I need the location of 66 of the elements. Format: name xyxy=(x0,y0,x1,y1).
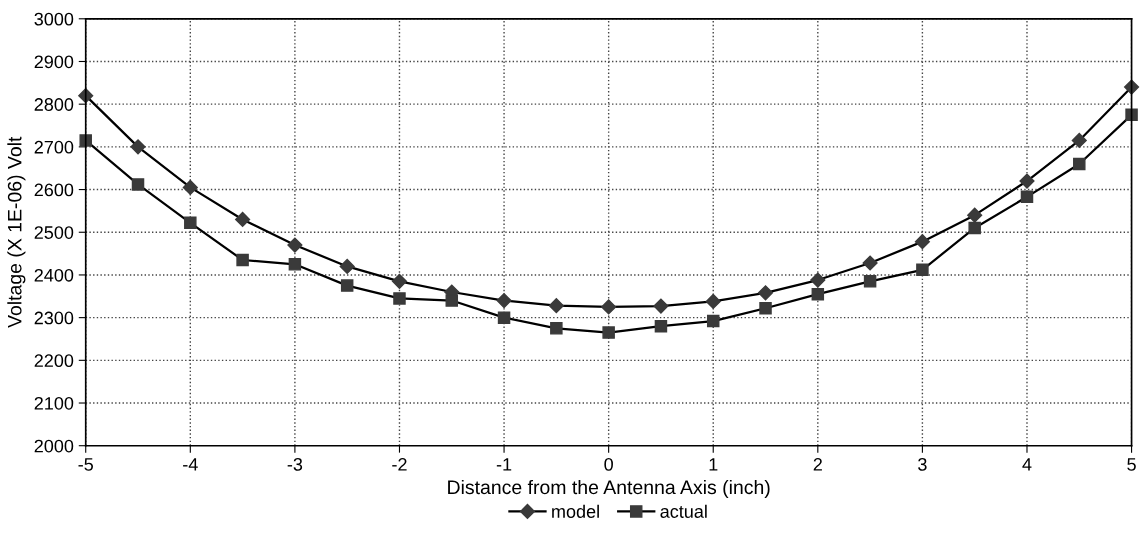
y-tick-label: 2300 xyxy=(34,311,74,325)
x-tick-label: 3 xyxy=(918,457,927,471)
point xyxy=(1020,190,1034,204)
point xyxy=(811,287,825,301)
y-tick-label: 2200 xyxy=(34,354,74,368)
x-tick-label: 2 xyxy=(813,457,822,471)
point xyxy=(548,298,564,314)
point xyxy=(497,311,511,324)
point xyxy=(391,273,408,289)
x-tick-label: 1 xyxy=(709,458,718,471)
point xyxy=(445,294,459,307)
legend-label: actual xyxy=(660,504,707,518)
point xyxy=(182,179,198,195)
y-tick-label: 2000 xyxy=(34,439,74,453)
point xyxy=(602,326,615,339)
point xyxy=(863,275,877,288)
point xyxy=(79,134,92,147)
point xyxy=(759,301,772,315)
x-tick-label: -2 xyxy=(392,457,407,471)
point xyxy=(550,322,563,335)
point xyxy=(287,237,303,253)
x-tick-label: 4 xyxy=(1022,458,1032,471)
y-tick-label: 2600 xyxy=(34,183,74,197)
y-tick-label: 2700 xyxy=(34,140,74,154)
point xyxy=(130,139,146,155)
y-tick-label: 3000 xyxy=(34,12,74,26)
point xyxy=(654,319,668,333)
point xyxy=(496,292,512,309)
point xyxy=(131,178,145,191)
point xyxy=(653,298,669,314)
point xyxy=(916,263,929,277)
point xyxy=(1073,157,1086,171)
point xyxy=(1071,132,1087,149)
point xyxy=(235,211,251,228)
point xyxy=(757,285,774,301)
point xyxy=(1125,108,1138,122)
point xyxy=(339,258,355,274)
point xyxy=(705,293,721,309)
y-tick-label: 2100 xyxy=(34,396,74,410)
point xyxy=(914,234,930,250)
x-tick-label: -3 xyxy=(287,457,303,471)
point xyxy=(340,279,354,292)
point xyxy=(1019,173,1035,189)
y-axis-title: Voltage (X 1E-06) Volt xyxy=(7,136,26,328)
point xyxy=(288,258,302,271)
point xyxy=(967,207,983,223)
point xyxy=(706,314,720,328)
x-tick-label: 5 xyxy=(1127,458,1136,471)
point xyxy=(968,221,981,235)
y-tick-label: 2900 xyxy=(34,55,74,69)
x-tick-label: -5 xyxy=(78,458,93,471)
legend-label: model xyxy=(552,504,599,518)
point xyxy=(1123,79,1140,95)
x-tick-label: 0 xyxy=(604,457,613,471)
point xyxy=(601,299,617,315)
x-tick-label: -4 xyxy=(183,458,198,471)
point xyxy=(810,272,826,288)
point xyxy=(862,255,878,271)
y-tick-label: 2500 xyxy=(34,226,74,239)
point xyxy=(184,216,197,230)
y-tick-label: 2400 xyxy=(34,268,74,282)
y-tick-label: 2800 xyxy=(34,98,74,111)
x-tick-label: -1 xyxy=(496,458,512,471)
point xyxy=(393,292,406,305)
point xyxy=(236,253,249,267)
x-axis-title: Distance from the Antenna Axis (inch) xyxy=(448,479,770,499)
